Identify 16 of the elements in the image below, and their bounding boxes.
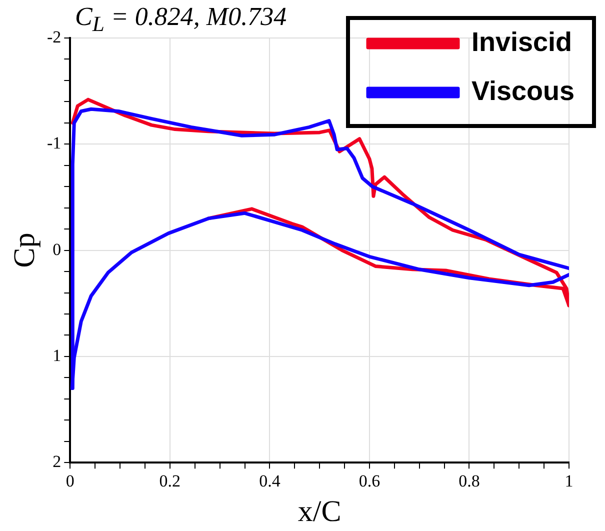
x-tick-label: 0 <box>66 471 74 490</box>
y-axis-title: Cp <box>8 232 41 268</box>
y-tick-label: -1 <box>46 134 62 153</box>
x-tick-label: 0.4 <box>259 471 281 490</box>
y-tick-label: -2 <box>46 27 62 46</box>
x-tick-label: 0.8 <box>458 471 480 490</box>
chart-title: C$_{L}$ = 0.824, M0.734 <box>75 2 287 38</box>
x-tick-label: 1 <box>564 471 574 490</box>
y-tick-label: 1 <box>52 346 62 365</box>
y-tick-label: 0 <box>52 240 62 259</box>
x-tick-label: 0.6 <box>358 471 380 490</box>
legend-label: Viscous <box>472 76 575 106</box>
x-axis-title: x/C <box>298 494 342 528</box>
legend-label: Inviscid <box>472 26 572 57</box>
y-tick-label: 2 <box>52 452 62 472</box>
x-tick-label: 0.2 <box>159 471 181 490</box>
